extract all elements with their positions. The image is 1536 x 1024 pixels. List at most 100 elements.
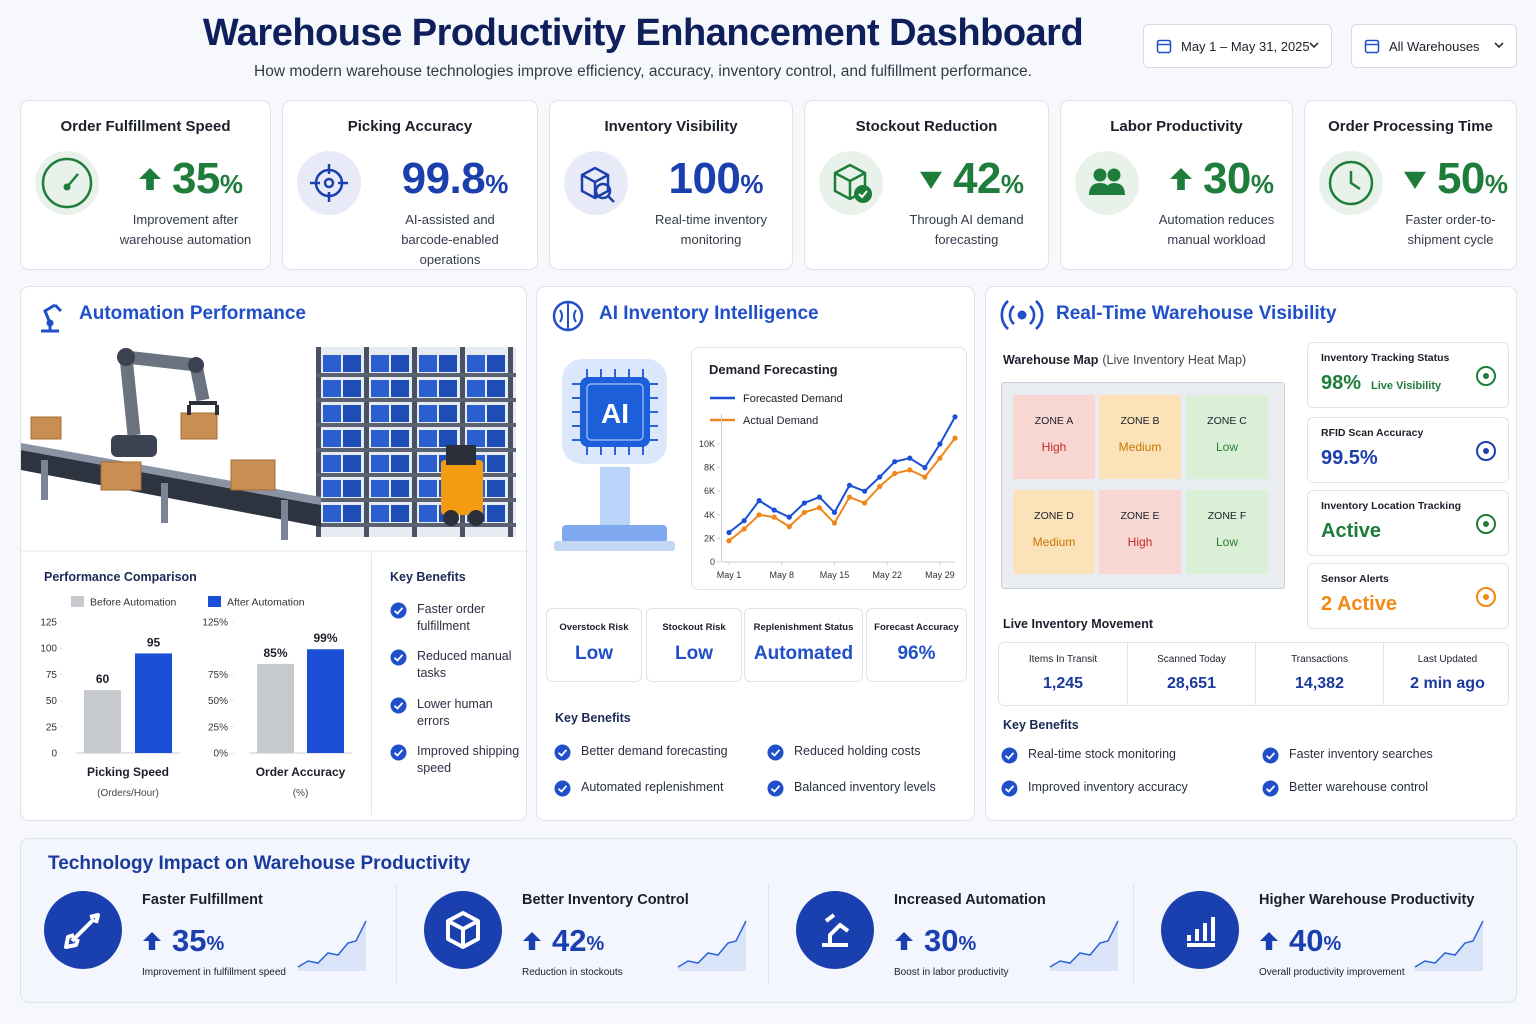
icon-shape: [1476, 587, 1496, 607]
zone: ZONE F Low: [1186, 490, 1268, 574]
panel-title: Automation Performance: [79, 303, 306, 324]
sparkline: [297, 920, 367, 971]
stat-box: Overstock Risk Low: [546, 608, 642, 682]
data-point: [907, 467, 913, 473]
y-tick-label: 6K: [704, 486, 715, 496]
kpi-icon: [564, 151, 628, 215]
bin: [487, 380, 505, 397]
divider: [1133, 884, 1134, 984]
icon-shape: [1476, 441, 1496, 461]
value-label: 85%: [263, 646, 287, 660]
data-point: [786, 524, 792, 530]
icon-shape: [770, 785, 781, 793]
benefit-item: Faster inventory searches: [1289, 747, 1433, 761]
status-value: Active: [1321, 520, 1382, 542]
data-point: [816, 505, 823, 511]
icon-shape: [1262, 780, 1279, 797]
icon-shape: [607, 195, 615, 203]
automation-panel: Automation Performance Performance Compar…: [20, 286, 528, 821]
bin: [343, 380, 361, 397]
kpi-description: AI-assisted and barcode-enabled operatio…: [401, 212, 499, 267]
parcel: [30, 416, 62, 440]
impact-icon: [796, 891, 874, 969]
icon-shape: [1403, 171, 1426, 189]
icon-shape: [554, 780, 571, 797]
kpi-card: Stockout Reduction 42% Through AI demand f…: [804, 100, 1049, 270]
impact-value: 42: [552, 923, 587, 958]
benefits-title: Key Benefits: [390, 570, 466, 584]
stat-label: Stockout Risk: [662, 622, 726, 633]
date-filter[interactable]: May 1 – May 31, 2025: [1143, 24, 1332, 68]
kpi-value: 100: [668, 154, 741, 203]
bin: [439, 380, 457, 397]
benefit-item: Better warehouse control: [1289, 780, 1428, 794]
movement-value: 2 min ago: [1410, 675, 1485, 692]
kpi-value: 99.8: [401, 154, 486, 203]
icon-shape: [1093, 168, 1107, 182]
kpi-icon: [297, 151, 361, 215]
filter-label: May 1 – May 31, 2025: [1181, 39, 1310, 54]
sparkline-line: [1049, 920, 1119, 968]
icon-shape: [1483, 373, 1489, 379]
icon-shape: [554, 744, 571, 761]
icon-shape: [822, 913, 850, 947]
impact-value-row: 30%: [894, 923, 976, 959]
benefit-item: Improved shipping speed: [417, 744, 520, 775]
check-icon: [1262, 780, 1279, 797]
kpi-value: 50: [1436, 154, 1485, 203]
chip-inner: [586, 383, 644, 441]
data-point: [846, 494, 853, 500]
filter-label: All Warehouses: [1389, 39, 1480, 54]
kpi-value-row: 30%: [1157, 151, 1286, 207]
impact-value-row: 42%: [522, 923, 604, 959]
bin: [323, 455, 341, 472]
shelf-post: [364, 347, 369, 537]
data-point: [862, 488, 868, 494]
impact-description: Boost in labor productivity: [894, 967, 1009, 978]
bin: [323, 480, 341, 497]
chevron: [1309, 42, 1319, 49]
benefit-item: Lower human errors: [417, 697, 493, 728]
kpi-title: Picking Accuracy: [347, 118, 473, 135]
y-tick-label: 125: [40, 618, 57, 629]
check-icon: [1001, 747, 1018, 764]
panel-icon: [552, 300, 584, 332]
warehouse-filter[interactable]: All Warehouses: [1351, 24, 1517, 68]
icon-shape: [770, 749, 781, 757]
bar: [257, 663, 294, 753]
bin: [343, 455, 361, 472]
data-point: [756, 512, 762, 518]
ai-chip-illustration: AI: [554, 359, 675, 551]
bin: [371, 380, 389, 397]
kpi-title: Order Fulfillment Speed: [60, 118, 231, 135]
value-label: 95: [147, 635, 161, 649]
movement-cell: Last Updated 2 min ago: [1383, 643, 1511, 705]
y-tick-label: 75%: [208, 670, 228, 681]
data-point: [786, 514, 792, 520]
impact-unit: %: [1323, 932, 1342, 955]
benefit-item: Improved inventory accuracy: [1028, 780, 1188, 794]
status-title: Sensor Alerts: [1321, 573, 1389, 585]
sparkline-area: [1050, 921, 1118, 971]
icon-shape: [393, 607, 404, 615]
icon-shape: [557, 785, 568, 793]
check-icon: [390, 602, 407, 619]
status-title: Inventory Tracking Status: [1321, 352, 1450, 364]
stat-value: Low: [675, 643, 713, 664]
trend-arrow: [1169, 168, 1192, 190]
kpi-value: 42: [952, 154, 1001, 203]
divider: [371, 553, 372, 815]
bin: [419, 505, 437, 522]
icon-shape: [1001, 780, 1018, 797]
icon-shape: [46, 319, 54, 327]
value-label: 99%: [313, 631, 337, 645]
icon-bg: [1075, 151, 1139, 215]
icon-shape: [1328, 160, 1374, 206]
legend-label: Forecasted Demand: [743, 393, 843, 405]
sparkline-area: [298, 921, 366, 971]
status-card: RFID Scan Accuracy 99.5%: [1307, 417, 1509, 483]
icon-bg: [297, 151, 361, 215]
movement-box: Items In Transit 1,245 Scanned Today 28,651…: [998, 642, 1509, 706]
movement-label: Scanned Today: [1157, 654, 1226, 665]
